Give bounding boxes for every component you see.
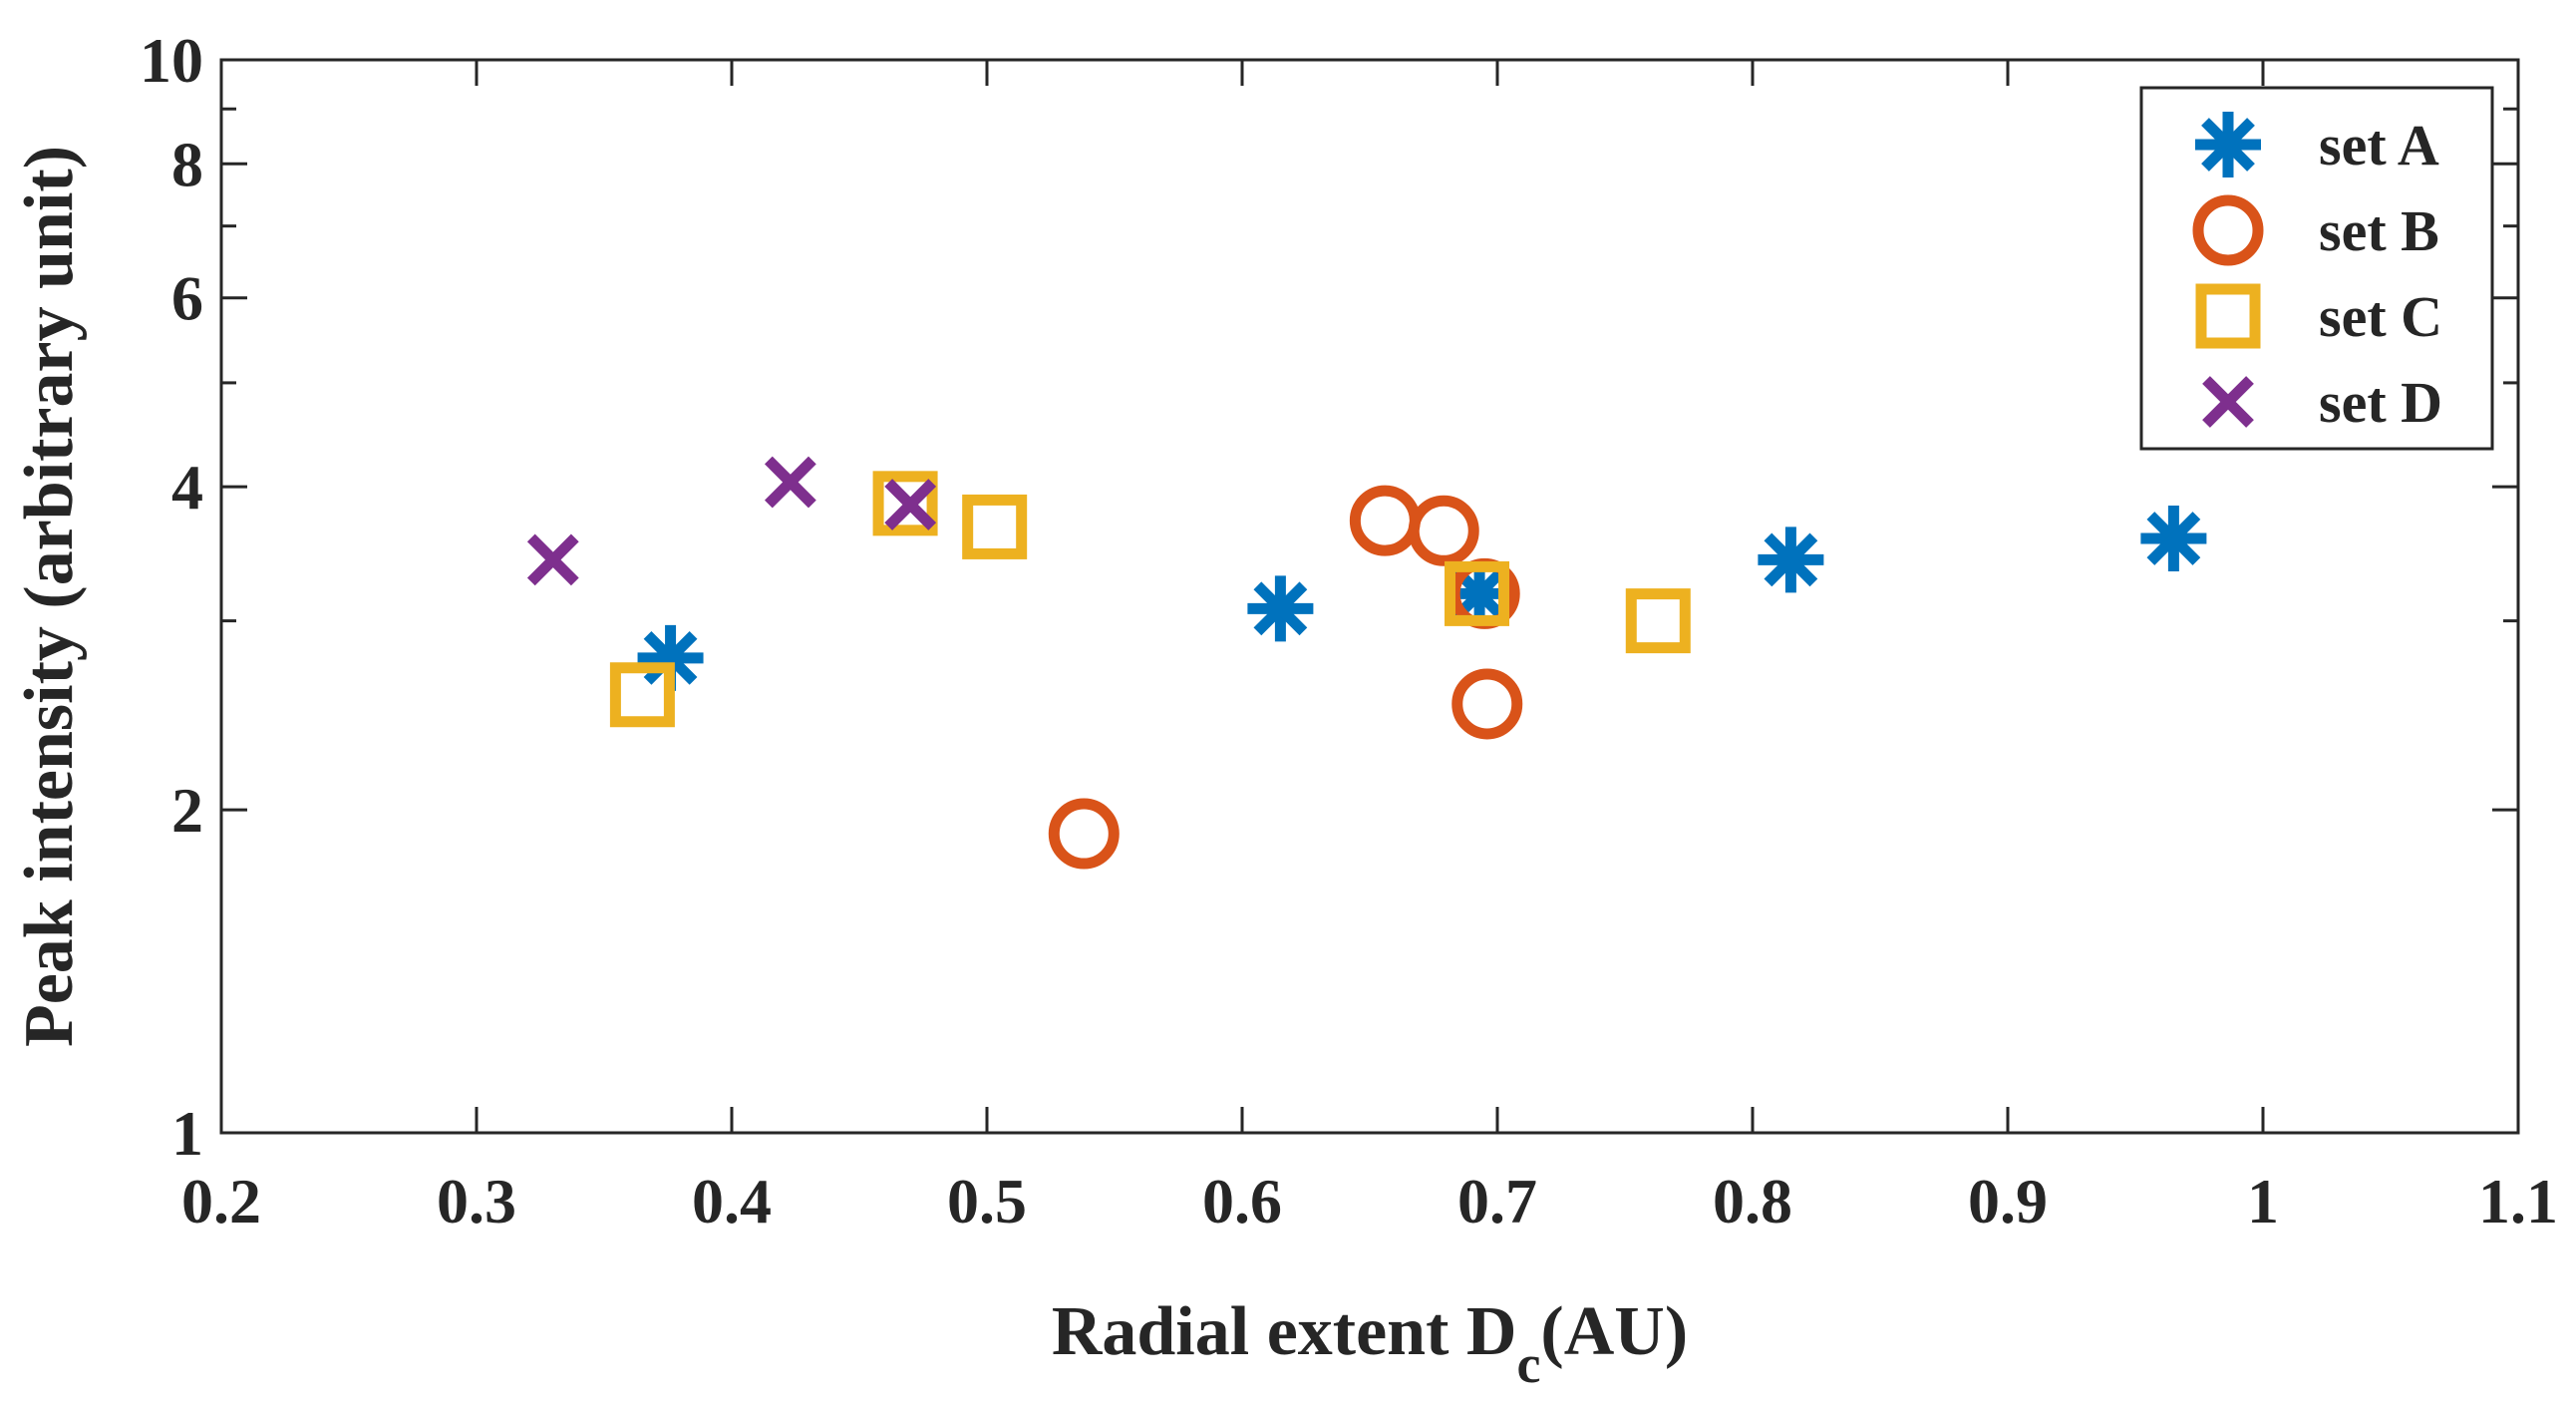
data-point-set-a	[1247, 575, 1314, 642]
legend-marker	[2202, 376, 2254, 428]
legend-entry: set B	[2192, 194, 2439, 266]
asterisk-marker-stroke	[1253, 581, 1308, 636]
legend-marker	[2195, 112, 2261, 177]
y-axis-label: Peak intensity (arbitrary unit)	[11, 146, 88, 1047]
data-point-set-c	[962, 494, 1028, 559]
legend-entry: set A	[2195, 112, 2439, 177]
asterisk-marker-stroke	[2201, 118, 2255, 172]
data-point-set-c	[872, 471, 938, 536]
data-point-set-d	[764, 456, 816, 509]
data-point-set-c	[1625, 588, 1691, 654]
data-point-set-d	[884, 479, 937, 530]
square-marker-shape	[2195, 283, 2261, 349]
x-axis-label: Radial extent Dc(AU)	[1052, 1293, 1688, 1394]
x-tick-label: 0.9	[1968, 1166, 2048, 1236]
data-point-set-b	[1048, 798, 1120, 870]
circle-marker-shape	[2192, 194, 2264, 266]
x-tick-label: 1	[2247, 1166, 2279, 1236]
x-tick-label: 0.6	[1202, 1166, 1282, 1236]
x-tick-label: 0.8	[1713, 1166, 1792, 1236]
x-tick-label: 0.2	[181, 1166, 261, 1236]
legend-entry: set D	[2202, 370, 2442, 435]
circle-marker-shape	[1451, 668, 1523, 740]
circle-marker-shape	[1048, 798, 1120, 870]
x-tick-label: 0.4	[692, 1166, 772, 1236]
data-point-set-d	[526, 533, 579, 586]
asterisk-marker-stroke	[1764, 532, 1818, 587]
legend-label: set C	[2319, 284, 2442, 349]
y-tick-label: 4	[171, 452, 203, 523]
x-axis-label-main: Radial extent D	[1052, 1293, 1517, 1370]
data-point-set-c	[609, 662, 675, 728]
y-tick-label: 1	[171, 1098, 203, 1169]
circle-marker-shape	[1408, 495, 1479, 566]
data-point-set-a	[2140, 506, 2207, 572]
x-marker-stroke	[526, 533, 579, 586]
x-tick-label: 1.1	[2478, 1166, 2558, 1236]
square-marker-shape	[1625, 588, 1691, 654]
x-tick-label: 0.7	[1457, 1166, 1537, 1236]
x-tick-label: 0.5	[947, 1166, 1027, 1236]
y-axis-ticks: 1 2 4 6 8 10	[140, 25, 2518, 1169]
axes-box	[219, 58, 2520, 1135]
square-marker-shape	[1445, 560, 1510, 626]
square-marker-shape	[962, 494, 1028, 559]
plot-frame	[219, 58, 2520, 1135]
square-marker-shape	[872, 471, 938, 536]
x-marker-stroke	[2202, 376, 2254, 428]
asterisk-marker-stroke	[2146, 512, 2201, 565]
legend: set A set B set C set D	[2139, 86, 2494, 451]
legend-marker	[2195, 283, 2261, 349]
data-points	[526, 456, 2207, 870]
legend-label: set A	[2319, 113, 2439, 177]
data-point-set-b	[1408, 495, 1479, 566]
data-point-set-c	[1445, 560, 1510, 626]
y-tick-label: 6	[171, 263, 203, 334]
data-point-set-b	[1451, 668, 1523, 740]
x-axis-label-subscript: c	[1516, 1334, 1540, 1394]
legend-entry: set C	[2195, 283, 2442, 349]
x-axis-label-unit: (AU)	[1540, 1293, 1688, 1370]
legend-label: set D	[2319, 370, 2442, 435]
x-marker-stroke	[764, 456, 816, 509]
y-tick-label: 10	[140, 25, 203, 96]
x-marker-stroke	[884, 479, 937, 530]
y-tick-label: 8	[171, 129, 203, 199]
x-axis-ticks: 0.2 0.3 0.4 0.5 0.6 0.7 0.8 0.9 1 1.1	[181, 60, 2558, 1236]
legend-marker	[2192, 194, 2264, 266]
data-point-set-a	[1758, 527, 1824, 593]
legend-label: set B	[2319, 198, 2439, 263]
square-marker-shape	[609, 662, 675, 728]
x-tick-label: 0.3	[437, 1166, 516, 1236]
y-tick-label: 2	[171, 775, 203, 846]
